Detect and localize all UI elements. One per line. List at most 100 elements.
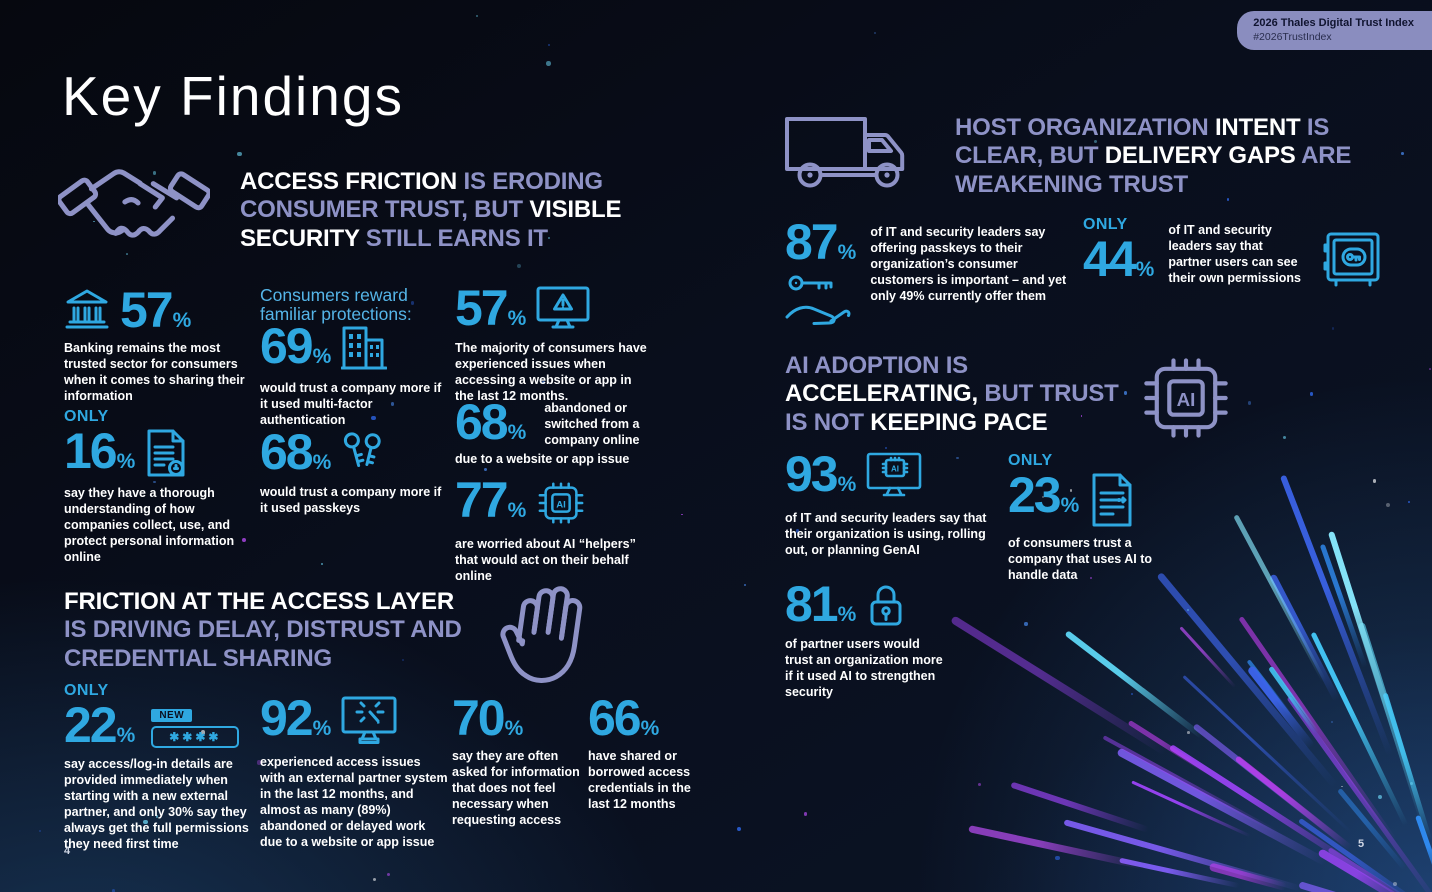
stat-permissions: ONLY 44% of IT and security leaders say …: [1083, 216, 1383, 288]
star-dot: [1069, 488, 1073, 492]
stat-value: 70%: [452, 690, 524, 746]
stat-description: say they are often asked for information…: [452, 749, 580, 827]
truck-icon: [783, 110, 923, 198]
new-password-icon: NEW ✱✱✱✱: [151, 705, 240, 748]
stat-description: would trust a company more if it used pa…: [260, 485, 442, 515]
star-dot: [795, 529, 800, 533]
stat-value: 93%: [785, 446, 857, 502]
stat-tail-text: due to a website or app issue: [455, 452, 630, 466]
monitor-ai-icon: AI: [866, 452, 922, 502]
stat-description: of IT and security leaders say offering …: [870, 225, 1067, 303]
buildings-icon: [341, 324, 388, 372]
stat-login: ONLY 22% NEW ✱✱✱✱ say access/log-in deta…: [64, 682, 262, 852]
svg-text:AI: AI: [1177, 389, 1196, 410]
star-dot: [320, 562, 324, 566]
star-dot: [1282, 435, 1287, 439]
stat-side-text: abandoned or switched from a company onl…: [544, 401, 640, 447]
star-dot: [402, 658, 405, 661]
ai-chip-large-icon: AI: [1138, 350, 1234, 446]
star-dot: [38, 829, 41, 832]
star-dot: [200, 730, 206, 735]
page-number-right: 5: [1358, 838, 1365, 850]
page-title: Key Findings: [62, 65, 404, 127]
only-label: ONLY: [1083, 216, 1128, 233]
star-dot: [92, 220, 95, 223]
stat-description: of consumers trust a company that uses A…: [1008, 536, 1153, 582]
stat-shared: 66% have shared or borrowed access crede…: [588, 693, 706, 812]
heading-access-friction: ACCESS FRICTION IS ERODING CONSUMER TRUST…: [240, 168, 622, 252]
star-dot: [157, 795, 160, 798]
star-dot: [1408, 500, 1410, 503]
heading-host-organization: HOST ORGANIZATION INTENT IS CLEAR, BUT DE…: [955, 114, 1352, 198]
stat-abandoned: 68% abandoned or switched from a company…: [455, 394, 647, 467]
stat-partner-issues: 92% experienced access issues with an ex…: [260, 690, 448, 850]
stat-description: have shared or borrowed access credentia…: [588, 749, 691, 811]
badge-title: 2026 Thales Digital Trust Index: [1253, 17, 1414, 29]
stat-mfa: 69% would trust a company more if it use…: [260, 321, 445, 428]
stat-value: 92%: [260, 690, 332, 746]
page-number-left: 4: [64, 845, 71, 857]
star-dot: [387, 873, 391, 877]
document-icon: [1089, 473, 1135, 527]
document-lock-icon: [145, 429, 187, 477]
stat-issues: 57% The majority of consumers have exper…: [455, 283, 647, 404]
star-dot: [1385, 502, 1391, 508]
stat-value: 66%: [588, 690, 660, 746]
star-dot: [680, 513, 683, 516]
star-dot: [1401, 151, 1405, 155]
bank-icon: [64, 288, 110, 330]
star-dot: [1247, 401, 1252, 405]
star-dot: [489, 291, 493, 295]
star-dot: [143, 819, 148, 825]
stat-value: 68%: [260, 424, 332, 480]
star-dot: [1330, 721, 1334, 724]
only-label: ONLY: [1008, 452, 1053, 469]
monitor-warning-icon: [536, 286, 590, 332]
star-dot: [256, 760, 262, 765]
stat-value: 57%: [120, 282, 192, 338]
star-dot: [111, 889, 116, 892]
star-dot: [265, 342, 268, 345]
stat-description: are worried about AI “helpers” that woul…: [455, 537, 636, 583]
star-dot: [1226, 198, 1230, 201]
star-dot: [546, 61, 551, 66]
star-dot: [242, 537, 246, 542]
hand-key-icon: [785, 272, 856, 328]
star-dot: [743, 584, 747, 587]
star-dot: [410, 301, 415, 306]
subheading-protections: Consumers reward familiar protections:: [260, 285, 412, 324]
star-dot: [484, 468, 488, 471]
stat-description: The majority of consumers have experienc…: [455, 341, 647, 403]
star-dot: [598, 713, 603, 718]
stat-value: 81%: [785, 576, 857, 632]
star-dot: [1429, 368, 1431, 370]
star-dot: [1186, 609, 1189, 612]
stat-passkeys: 68% would trust a company more if it use…: [260, 424, 445, 516]
stat-description: of IT and security leaders say that thei…: [785, 511, 987, 557]
padlock-icon: [866, 582, 906, 628]
stat-description: say they have a thorough understanding o…: [64, 486, 235, 564]
stat-value: 23%: [1008, 467, 1080, 523]
heading-ai-adoption: AI ADOPTION IS ACCELERATING, BUT TRUST IS …: [785, 352, 1119, 436]
star-dot: [1187, 731, 1190, 735]
star-dot: [1041, 496, 1044, 499]
monitor-click-icon: [341, 696, 397, 746]
stat-value: 68%: [455, 394, 527, 450]
star-dot: [1094, 139, 1098, 143]
only-label: ONLY: [64, 682, 109, 699]
star-dot: [736, 826, 741, 832]
stat-unnecessary: 70% say they are often asked for informa…: [452, 693, 584, 828]
star-dot: [1410, 782, 1414, 786]
stat-genai: 93% AI of IT and security leaders say th…: [785, 446, 993, 558]
star-dot: [1080, 415, 1083, 418]
star-dot: [155, 815, 159, 819]
svg-text:AI: AI: [557, 499, 567, 510]
stat-value: 22%: [64, 697, 136, 753]
star-dot: [885, 446, 888, 449]
stat-value: 44%: [1083, 231, 1155, 287]
star-dot: [541, 380, 545, 384]
star-dot: [1372, 478, 1377, 483]
star-dot: [237, 151, 242, 156]
